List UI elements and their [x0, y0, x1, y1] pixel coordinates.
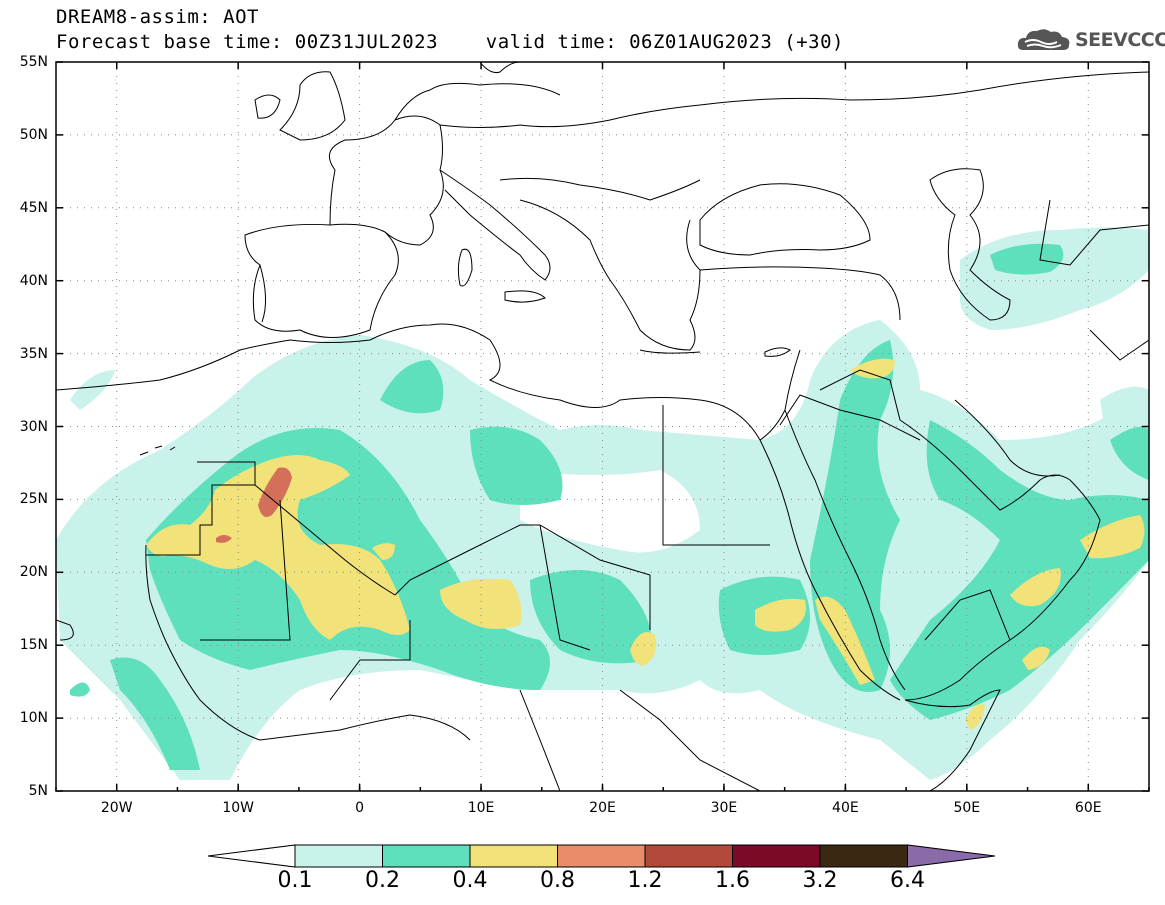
lon-label: 40E: [832, 800, 859, 816]
lat-label: 20N: [19, 564, 48, 581]
aot-0.8-1.2-region: [216, 467, 292, 543]
map-title: DREAM8-assim: AOT: [56, 6, 259, 28]
lat-label: 40N: [19, 272, 48, 289]
colorbar-level-label: 0.2: [365, 868, 400, 893]
colorbar-level-label: 0.4: [452, 868, 488, 893]
colorbar-level-label: 1.6: [715, 868, 750, 893]
lon-label: 10W: [222, 800, 254, 816]
aot-field: [56, 227, 1149, 780]
colorbar-level-label: 3.2: [802, 868, 838, 893]
lon-label: 20E: [589, 800, 616, 816]
colorbar-over-triangle: [907, 844, 996, 868]
lat-label: 50N: [19, 126, 48, 143]
lon-label: 20W: [100, 800, 133, 816]
seevccc-logo: SEEVCCC: [1017, 26, 1165, 56]
lat-label: 25N: [19, 491, 48, 508]
colorbar-bin: [469, 844, 558, 868]
cloud-icon: [1017, 29, 1070, 50]
colorbar-level-label: 0.8: [540, 868, 575, 893]
colorbar-bin: [644, 844, 733, 868]
colorbar-bin: [732, 844, 821, 868]
colorbar-level-label: 0.1: [277, 868, 313, 893]
colorbar-bin: [819, 844, 908, 868]
lon-label: 50E: [953, 800, 981, 816]
lat-label: 10N: [19, 710, 48, 727]
colorbar-bin: [557, 844, 646, 868]
forecast-times: Forecast base time: 00Z31JUL2023 valid t…: [56, 31, 844, 53]
lat-label: 55N: [19, 54, 48, 70]
colorbar-level-label: 6.4: [890, 868, 925, 893]
lon-label: 0: [355, 800, 365, 816]
aot-colorbar: [207, 844, 996, 868]
colorbar-level-label: 1.2: [627, 868, 663, 893]
map-gridlines: [56, 62, 1149, 791]
lat-label: 45N: [19, 199, 48, 216]
colorbar-bin: [382, 844, 471, 868]
lat-label: 5N: [28, 783, 48, 799]
lat-label: 35N: [19, 345, 48, 362]
lat-label: 15N: [19, 637, 48, 654]
coastlines-borders: [56, 62, 1149, 791]
lon-label: 10E: [467, 800, 495, 816]
colorbar-under-triangle: [207, 844, 296, 868]
axis-ticks: [55, 61, 1150, 792]
logo-text: SEEVCCC: [1075, 29, 1165, 51]
lat-label: 30N: [19, 418, 48, 435]
lon-label: 60E: [1074, 800, 1102, 816]
colorbar-bin: [294, 844, 383, 868]
lon-label: 30E: [710, 800, 738, 816]
